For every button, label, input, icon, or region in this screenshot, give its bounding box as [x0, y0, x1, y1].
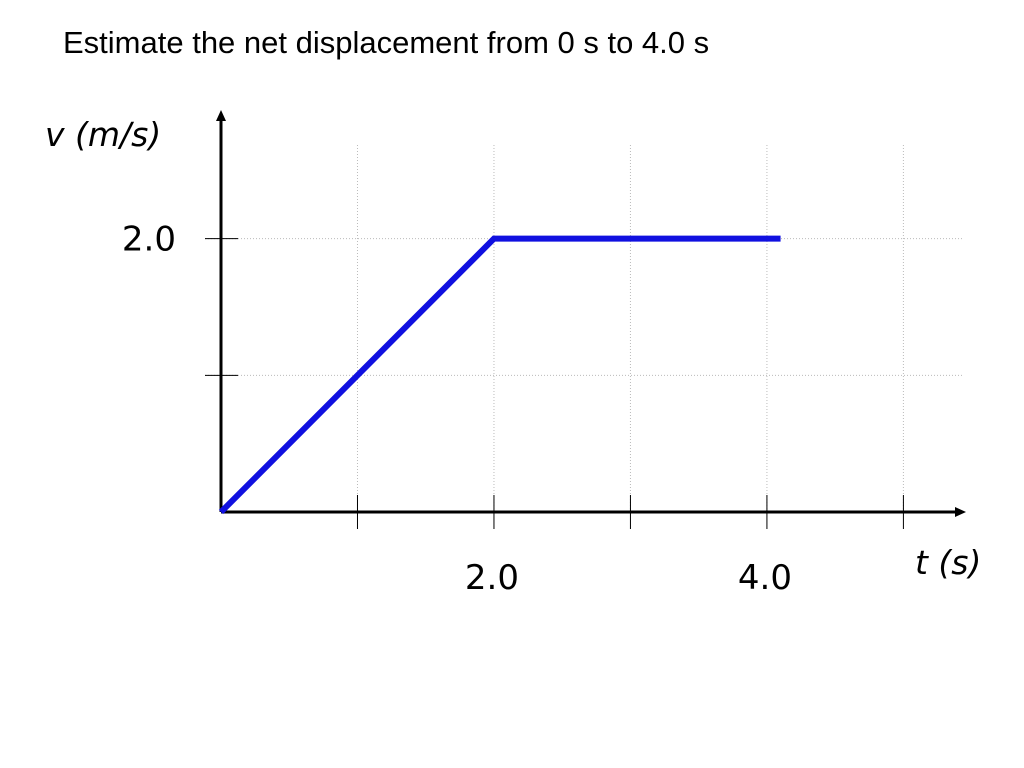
y-tick-label: 2.0 — [122, 220, 176, 260]
y-axis-arrow — [216, 110, 226, 121]
x-tick-label: 2.0 — [465, 558, 519, 598]
x-axis-label: t (s) — [915, 543, 981, 582]
x-axis-arrow — [955, 507, 966, 517]
y-axis-label: v (m/s) — [45, 115, 161, 154]
chart-title: Estimate the net displacement from 0 s t… — [63, 25, 709, 60]
x-tick-label: 4.0 — [738, 558, 792, 598]
data-line — [218, 235, 781, 515]
